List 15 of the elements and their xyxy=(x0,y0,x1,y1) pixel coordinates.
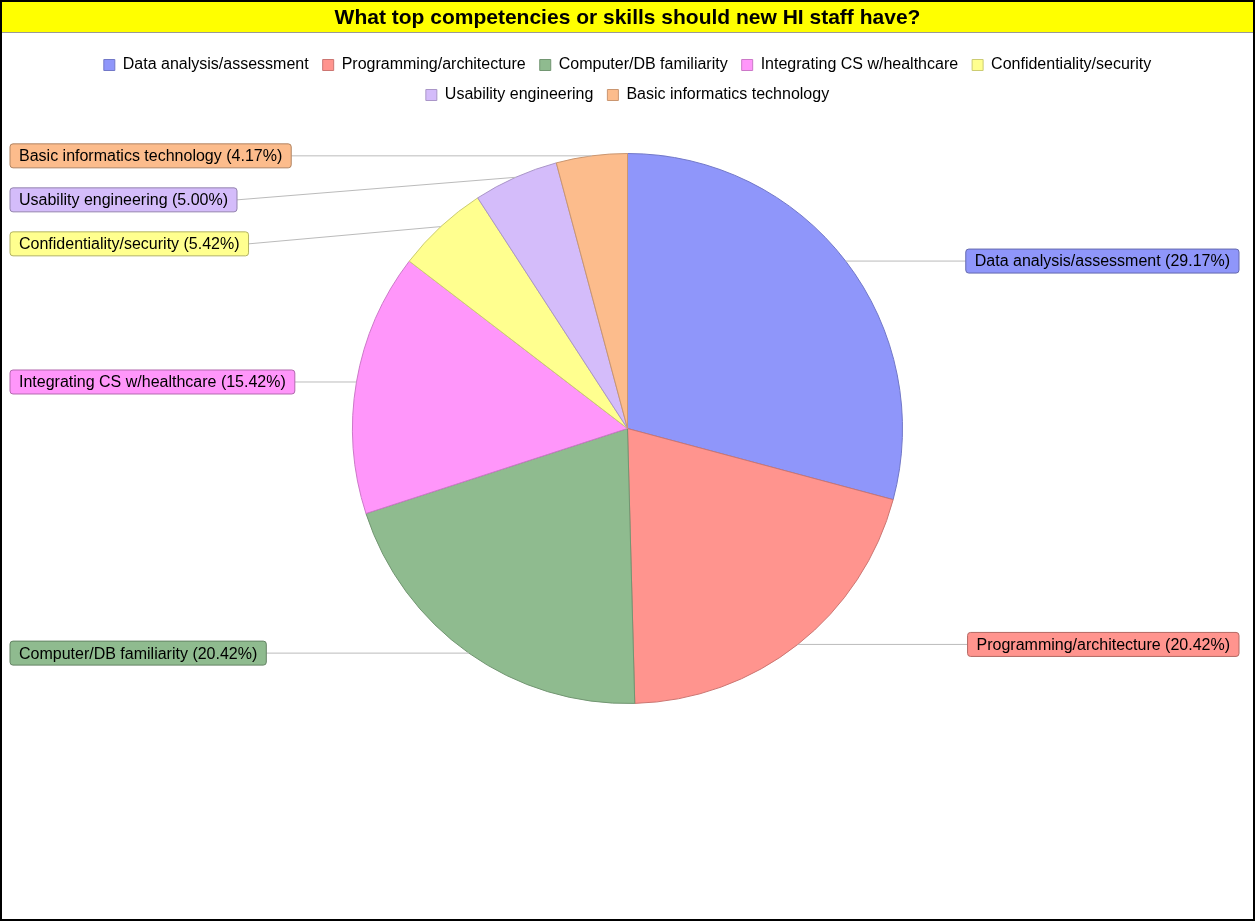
chart-title: What top competencies or skills should new HI staff have? xyxy=(2,2,1253,33)
legend-label: Computer/DB familiarity xyxy=(558,55,728,73)
category-label: Programming/architecture (20.42%) xyxy=(976,635,1230,653)
legend-label: Confidentiality/security xyxy=(991,55,1152,73)
category-label: Data analysis/assessment (29.17%) xyxy=(974,252,1231,270)
legend-label: Programming/architecture xyxy=(341,55,526,73)
category-label: Confidentiality/security (5.42%) xyxy=(19,235,240,253)
category-label: Integrating CS w/healthcare (15.42%) xyxy=(19,373,286,391)
category-label: Basic informatics technology (4.17%) xyxy=(19,147,283,165)
legend-label: Data analysis/assessment xyxy=(122,55,310,73)
legend-label: Integrating CS w/healthcare xyxy=(760,55,959,73)
legend-label: Basic informatics technology xyxy=(626,85,830,103)
category-label: Usability engineering (5.00%) xyxy=(19,191,228,209)
legend-label: Usability engineering xyxy=(444,85,594,103)
category-label: Computer/DB familiarity (20.42%) xyxy=(19,644,258,662)
